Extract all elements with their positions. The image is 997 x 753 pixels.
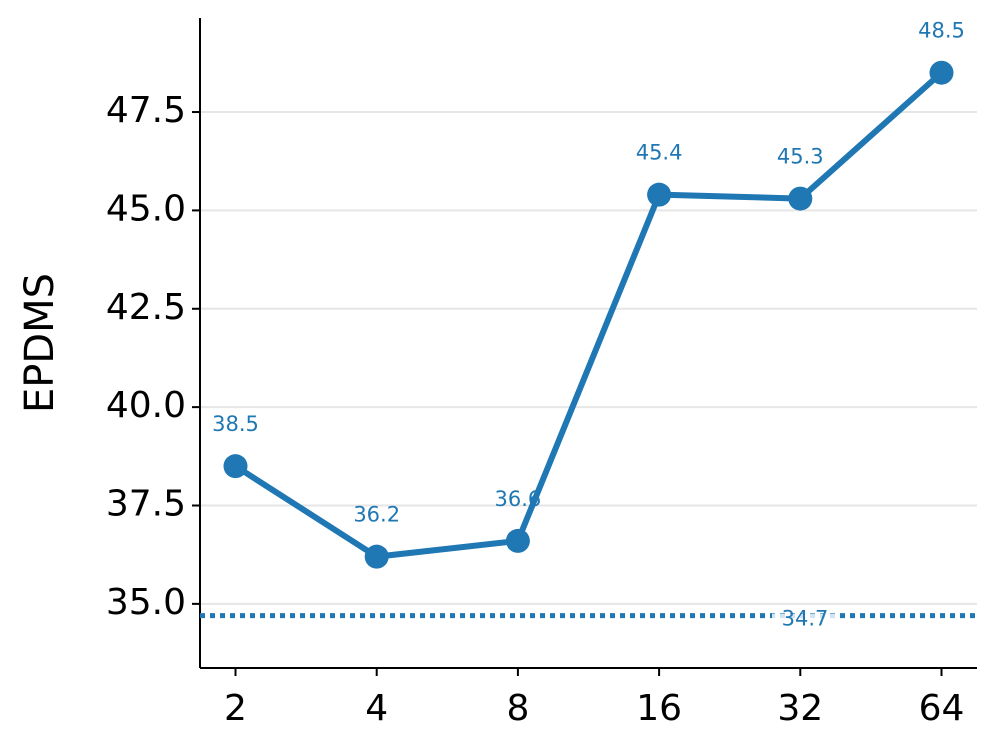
point	[505, 528, 530, 553]
y-tick-label: 42.5	[106, 287, 186, 328]
x-tick-label: 16	[636, 688, 682, 729]
x-tick-label: 64	[919, 688, 965, 729]
value-label: 38.5	[212, 412, 259, 436]
y-tick-label: 47.5	[106, 90, 186, 131]
y-tick-label: 37.5	[106, 484, 186, 525]
point	[223, 454, 248, 479]
x-tick-label: 32	[777, 688, 823, 729]
x-tick-label: 2	[224, 688, 247, 729]
baseline-label-bg	[772, 613, 838, 640]
point	[929, 60, 954, 85]
value-label: 48.5	[918, 19, 965, 43]
point	[364, 544, 389, 569]
point	[788, 186, 813, 211]
y-tick-label: 35.0	[106, 582, 186, 623]
value-label: 45.4	[636, 141, 683, 165]
y-tick-label: 40.0	[106, 385, 186, 426]
y-tick-label: 45.0	[106, 188, 186, 229]
x-tick-label: 8	[506, 688, 529, 729]
line	[233, 70, 944, 560]
baseline-label: 34.7	[782, 607, 829, 631]
value-label: 36.2	[353, 503, 400, 527]
value-label: 45.3	[777, 145, 824, 169]
x-tick-label: 4	[365, 688, 388, 729]
y-axis-label: EPDMS	[17, 273, 63, 413]
value-label: 36.6	[495, 487, 542, 511]
point	[647, 182, 672, 207]
